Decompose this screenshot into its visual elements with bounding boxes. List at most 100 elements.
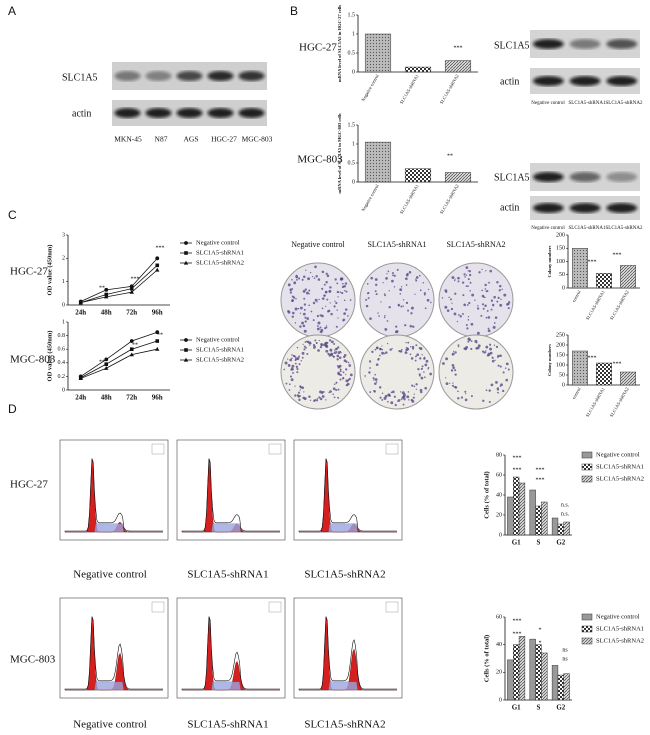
colony xyxy=(392,390,395,394)
blot-band xyxy=(532,172,564,182)
y-axis-label: mRNA level of SLC1A5 in MGC-803 cells xyxy=(337,113,342,193)
s-phase xyxy=(182,681,280,691)
g2-g1-peaks xyxy=(65,617,163,691)
colony xyxy=(345,379,349,383)
colony xyxy=(411,384,414,387)
colony xyxy=(325,325,328,327)
colony xyxy=(457,390,459,393)
colony xyxy=(304,288,307,291)
colony xyxy=(494,316,498,319)
colony xyxy=(332,355,335,358)
colony xyxy=(294,385,296,387)
colony xyxy=(321,314,324,318)
x-tick-label: SLC1A5-shRNA1 xyxy=(585,387,606,418)
annotation: *** xyxy=(536,477,545,483)
bar xyxy=(404,66,432,73)
blot-label: SLC1A5 xyxy=(494,172,530,183)
colony xyxy=(383,352,386,355)
colony xyxy=(384,394,388,398)
x-tick-label: S xyxy=(537,539,541,547)
colony xyxy=(386,320,389,322)
colony xyxy=(310,310,313,313)
blot-band xyxy=(606,203,638,213)
lane-label: HGC-27 xyxy=(211,135,237,144)
colony xyxy=(333,351,336,355)
blot-band xyxy=(569,39,601,49)
colony xyxy=(313,277,316,279)
colony xyxy=(400,286,403,288)
colony xyxy=(291,357,293,360)
colony xyxy=(314,345,316,348)
colony xyxy=(344,308,348,311)
y-tick-label: 1 xyxy=(62,279,65,285)
colony xyxy=(415,388,418,390)
colony xyxy=(430,301,432,304)
annotation: *** xyxy=(513,618,522,624)
colony xyxy=(296,278,298,281)
y-tick-label: 1 xyxy=(62,319,65,325)
colony xyxy=(490,299,494,302)
blot-band xyxy=(176,71,203,81)
colony-dish xyxy=(438,334,514,410)
colony xyxy=(326,274,330,278)
x-tick-label: 72h xyxy=(126,309,137,317)
x-tick-label: SLC1A5-shRNA2 xyxy=(439,184,460,215)
marker xyxy=(155,346,160,351)
colony xyxy=(401,391,405,395)
colony xyxy=(424,363,428,367)
colony xyxy=(306,352,309,356)
x-tick-label: control xyxy=(571,289,582,303)
colony xyxy=(368,371,371,374)
histogram-frame xyxy=(176,439,286,541)
colony xyxy=(445,382,449,386)
colony xyxy=(333,396,336,399)
marker xyxy=(129,286,134,291)
colony xyxy=(327,352,330,356)
colony xyxy=(381,351,385,355)
colony xyxy=(392,274,394,277)
colony xyxy=(454,373,457,376)
colony xyxy=(336,290,340,294)
colony xyxy=(465,274,468,276)
colony xyxy=(389,348,392,351)
colony xyxy=(385,277,388,280)
colony xyxy=(399,391,402,393)
y-tick-label: 60 xyxy=(496,472,502,478)
colony xyxy=(468,301,471,305)
colony xyxy=(294,362,297,365)
colony xyxy=(319,390,323,394)
colony xyxy=(299,389,301,391)
x-tick-label: SLC1A5-shRNA1 xyxy=(585,290,606,321)
colony xyxy=(303,308,306,311)
colony xyxy=(495,380,498,384)
colony xyxy=(491,303,495,307)
colony xyxy=(399,288,403,292)
y-tick-label: 0.4 xyxy=(58,360,66,366)
colony xyxy=(290,367,294,371)
histogram-outline xyxy=(181,616,280,690)
colony xyxy=(499,303,503,307)
colony xyxy=(504,367,507,369)
colony xyxy=(451,276,455,279)
x-tick-label: SLC1A5-shRNA1 xyxy=(399,74,420,105)
colony xyxy=(287,283,291,287)
blot-band xyxy=(176,108,203,118)
colony xyxy=(319,346,322,349)
bar xyxy=(557,674,564,701)
line xyxy=(80,331,158,377)
colony xyxy=(298,355,301,358)
colony xyxy=(348,364,352,367)
colony xyxy=(378,386,382,389)
colony xyxy=(303,329,307,333)
colony xyxy=(333,305,336,308)
colony xyxy=(466,327,469,330)
legend-label: SLC1A5-shRNA1 xyxy=(596,463,644,470)
colony xyxy=(335,301,338,305)
colony xyxy=(291,295,294,298)
colony xyxy=(323,283,326,286)
colony xyxy=(496,387,500,390)
colony xyxy=(423,292,427,295)
bar xyxy=(535,505,542,536)
x-tick-label: 72h xyxy=(126,394,137,402)
marker xyxy=(129,352,134,357)
